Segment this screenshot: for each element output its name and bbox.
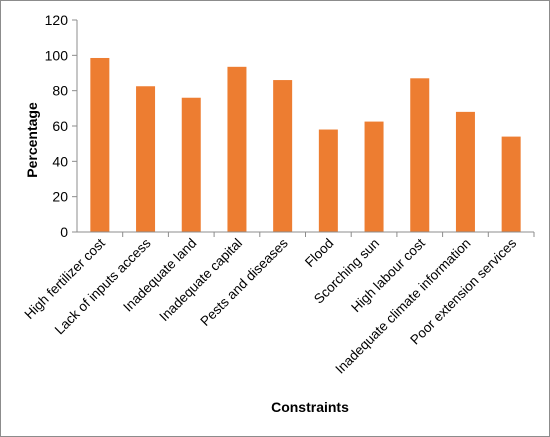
bar (273, 80, 293, 232)
bar (318, 129, 338, 232)
bar (410, 78, 430, 232)
y-tick-label: 80 (52, 83, 68, 99)
y-tick-label: 60 (52, 118, 68, 134)
bar (364, 121, 384, 232)
y-tick-label: 120 (45, 12, 69, 28)
y-tick-label: 20 (52, 189, 68, 205)
bar (136, 86, 156, 232)
bars-group (90, 57, 521, 232)
x-axis-title: Constraints (271, 399, 349, 415)
bar (181, 97, 201, 232)
y-tick-label: 40 (52, 153, 68, 169)
x-tick-label: Pests and diseases (197, 235, 291, 329)
x-tick-label: Inadequate capital (156, 236, 245, 325)
bar (90, 57, 110, 232)
bar (455, 111, 475, 232)
bar (501, 136, 521, 232)
x-tick-label: High fertilizer cost (21, 235, 108, 322)
y-tick-label: 100 (45, 47, 69, 63)
y-tick-label: 0 (60, 224, 68, 240)
x-tick-label: Flood (302, 236, 336, 270)
y-axis-title: Percentage (24, 102, 40, 178)
y-tick-labels: 0 20 40 60 80 100 120 (45, 12, 77, 240)
bar (227, 66, 247, 232)
